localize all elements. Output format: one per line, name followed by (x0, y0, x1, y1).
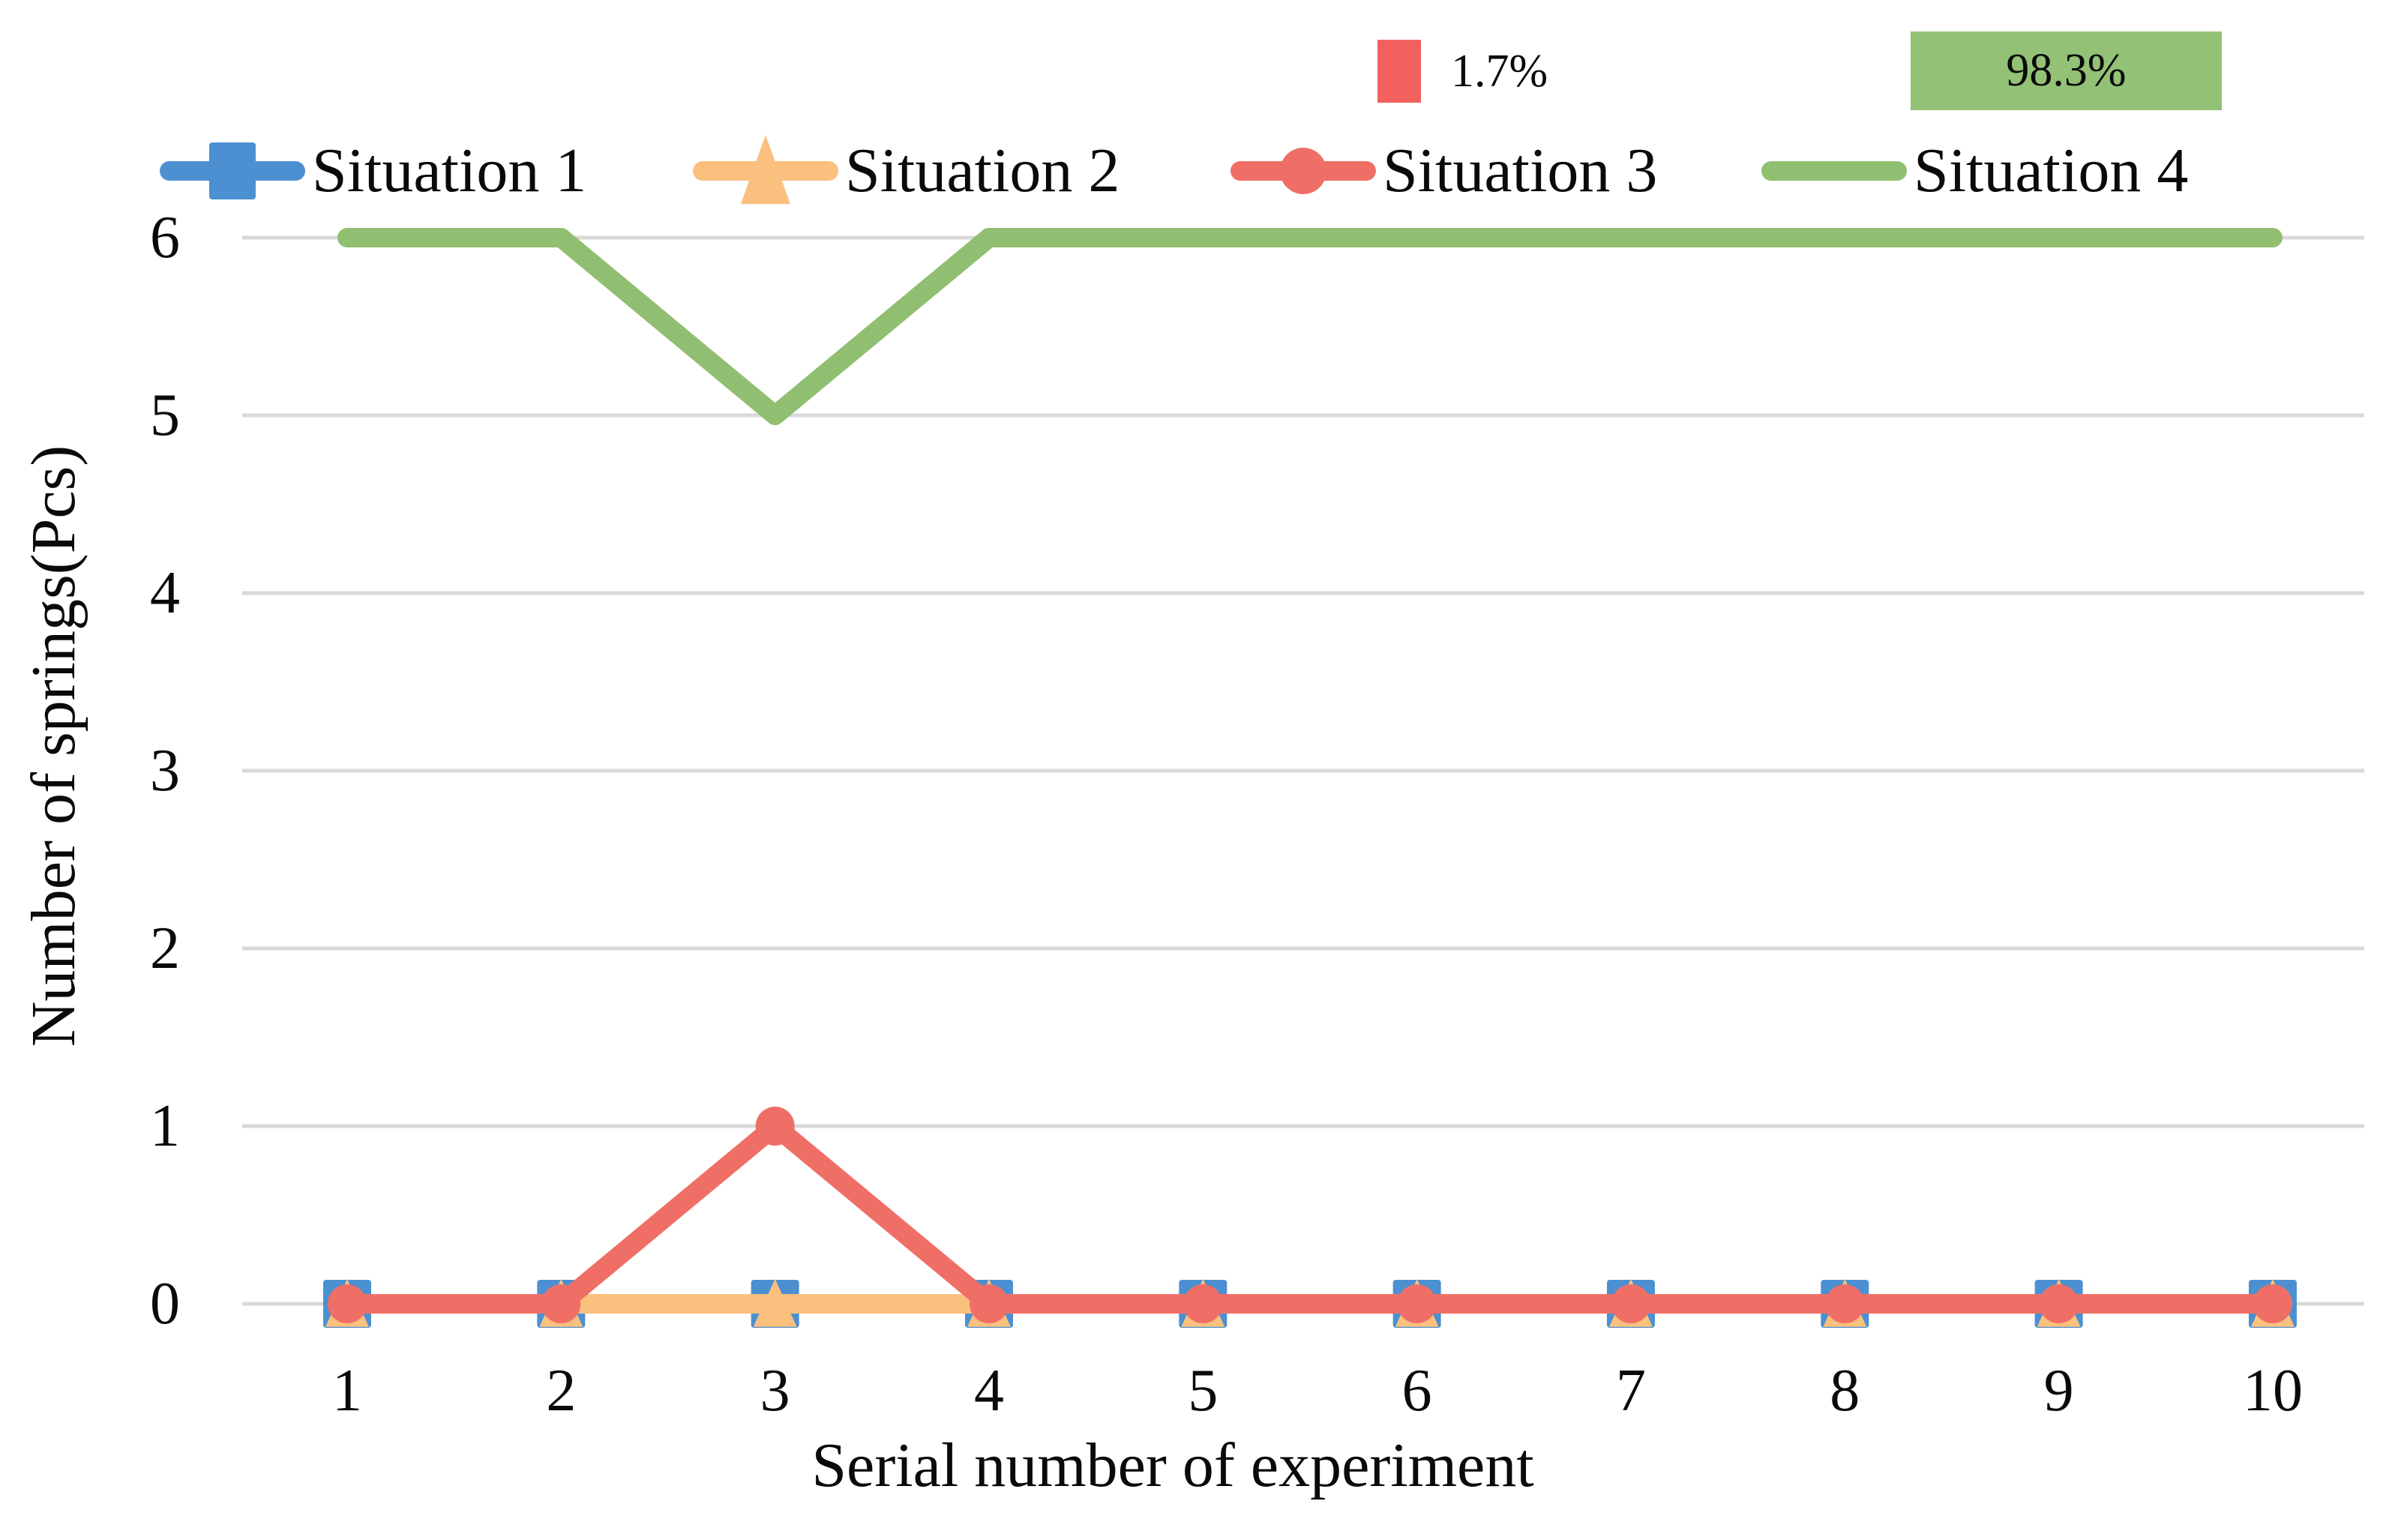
legend-item-situation-3: Situation 3 (1230, 126, 1657, 216)
y-axis-tick: 1 (150, 1093, 180, 1159)
series-line-situation-3 (337, 1116, 2283, 1314)
y-axis-tick: 5 (150, 382, 180, 448)
series-line-situation-4 (337, 228, 2283, 425)
legend-swatch-circle-icon (1230, 148, 1376, 194)
situation3-percentage-label: 1.7% (1451, 46, 1548, 97)
legend-item-situation-1: Situation 1 (159, 126, 586, 216)
y-axis-tick: 6 (150, 205, 180, 271)
x-axis-tick: 9 (2043, 1358, 2074, 1424)
x-axis-tick: 6 (1401, 1358, 1432, 1424)
x-axis-tick: 7 (1615, 1358, 1646, 1424)
x-axis-tick: 3 (760, 1358, 790, 1424)
situation3-percentage-swatch (1377, 40, 1421, 103)
circle-marker (2039, 1284, 2079, 1323)
legend-item-situation-2: Situation 2 (692, 126, 1120, 216)
circle-marker (1397, 1284, 1437, 1323)
circle-marker (969, 1284, 1009, 1323)
x-axis-tick: 4 (973, 1358, 1004, 1424)
y-axis-tick: 3 (150, 738, 180, 804)
circle-marker (541, 1284, 581, 1323)
triangle-marker (741, 135, 790, 205)
y-axis-tick: 4 (150, 560, 180, 626)
circle-marker (755, 1107, 795, 1146)
x-axis-tick: 5 (1188, 1358, 1218, 1424)
legend-swatch-square-icon (160, 142, 305, 199)
circle-marker (1280, 148, 1326, 194)
y-axis-tick: 2 (150, 915, 180, 981)
legend-swatch-line-icon (1761, 161, 1907, 181)
x-axis-tick: 1 (332, 1358, 362, 1424)
circle-marker (328, 1284, 367, 1323)
legend-swatch-triangle-icon (693, 135, 838, 205)
x-axis-tick: 8 (1830, 1358, 1860, 1424)
legend-item-situation-4: Situation 4 (1761, 126, 2188, 216)
y-axis-tick: 0 (150, 1271, 180, 1337)
y-axis-title: Number of springs(Pcs) (19, 445, 88, 1047)
x-axis-tick: 2 (546, 1358, 577, 1424)
triangle-marker (753, 1278, 797, 1327)
circle-marker (1183, 1284, 1223, 1323)
circle-marker (2253, 1284, 2292, 1323)
legend-label-situation-2: Situation 2 (845, 136, 1120, 205)
legend-label-situation-4: Situation 4 (1914, 136, 2189, 205)
situation4-percentage-box: 98.3% (1911, 31, 2222, 110)
x-axis-title: Serial number of experiment (811, 1431, 1534, 1500)
circle-marker (1611, 1284, 1650, 1323)
x-axis-tick: 10 (2242, 1358, 2303, 1424)
legend-label-situation-3: Situation 3 (1383, 136, 1658, 205)
legend-label-situation-1: Situation 1 (312, 136, 587, 205)
circle-marker (1825, 1284, 1865, 1323)
situation4-percentage-label: 98.3% (2006, 45, 2127, 96)
square-marker (209, 142, 256, 199)
